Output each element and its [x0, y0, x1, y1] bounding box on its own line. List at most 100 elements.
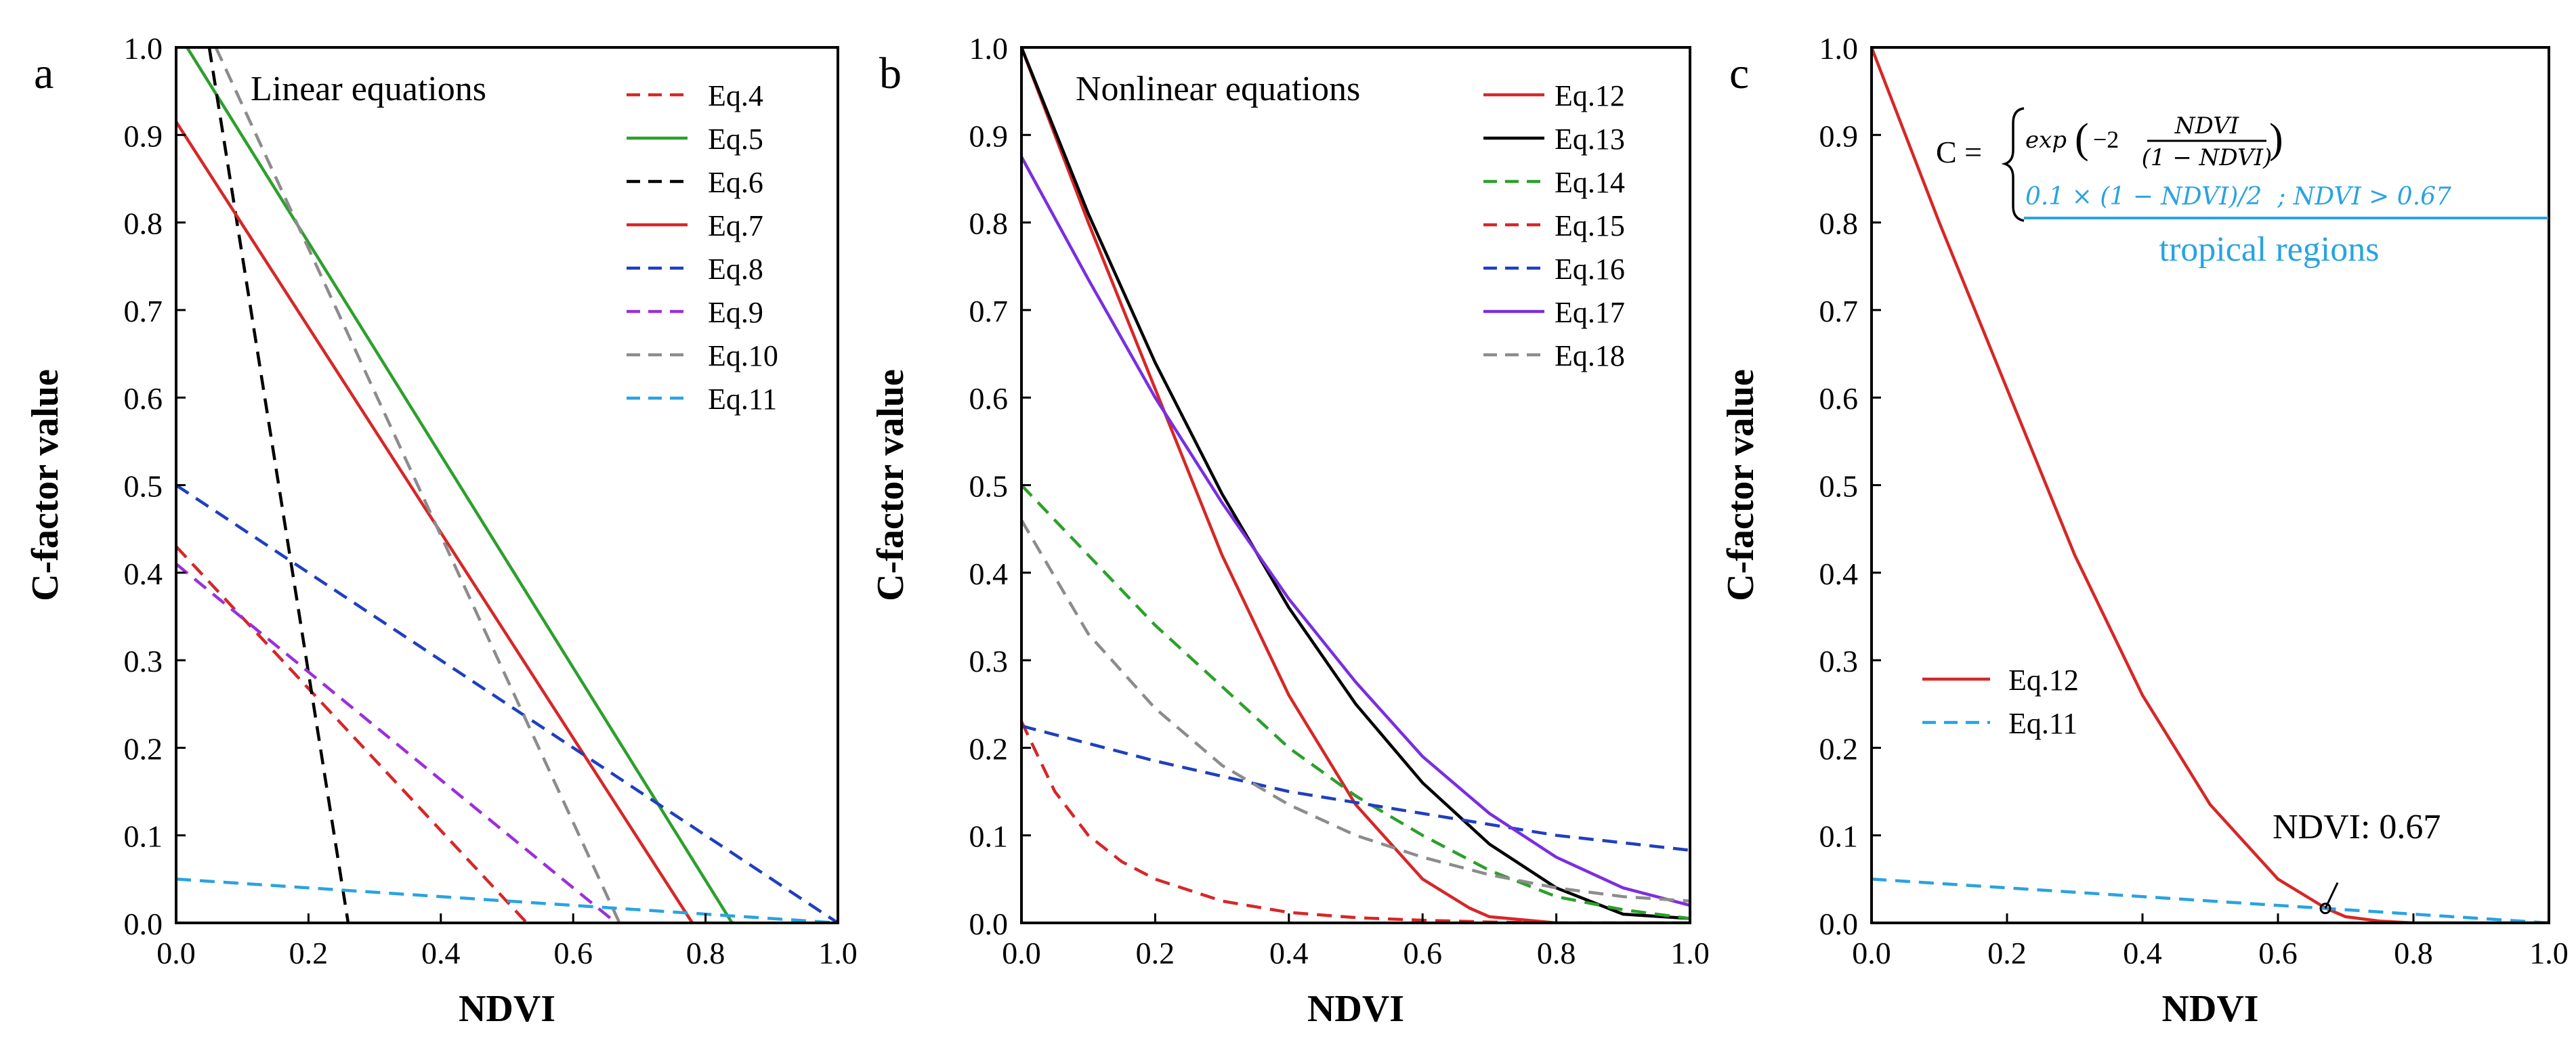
series-line-eq18: [1021, 519, 1690, 903]
panel-a: 0.0 0.1 0.2 0.3 0.4 0.5 0.6 0.7 0.8 0.9 1.0 0.0 0.2 0…: [24, 31, 858, 1030]
y-tick-label: 0.0: [1819, 907, 1859, 941]
panel-c: 0.0 0.1 0.2 0.3 0.4 0.5 0.6 0.7 0.8 0.9 1.0 0.0 0.2 0…: [1720, 31, 2569, 1030]
legend-label: Eq.10: [708, 339, 778, 372]
legend-label: Eq.17: [1555, 296, 1625, 329]
legend-label: Eq.15: [1555, 209, 1625, 242]
panel-letter: b: [879, 49, 902, 98]
y-tick-label: 1.0: [1819, 31, 1859, 66]
legend-label: Eq.4: [708, 79, 763, 112]
series-line-eq11: [176, 878, 838, 923]
x-tick-label: 0.6: [2258, 936, 2298, 970]
y-tick-label: 0.3: [1819, 644, 1859, 678]
y-tick-label: 0.9: [1819, 118, 1859, 153]
legend: Eq.12 Eq.13 Eq.14 Eq.15 Eq.16 Eq.17 Eq.18: [1483, 79, 1625, 372]
x-tick-label: 0.8: [1537, 936, 1576, 970]
y-tick-label: 1.0: [969, 31, 1009, 66]
y-axis-label: C-factor value: [24, 369, 66, 601]
formula-upper-paren-close: ): [2269, 116, 2283, 162]
formula-upper-den: (1 − NDVI): [2142, 144, 2273, 171]
y-tick-label: 0.2: [969, 731, 1009, 766]
y-tick-label: 0.3: [969, 644, 1009, 678]
x-tick-label: 0.4: [2123, 936, 2162, 970]
y-tick-label: 0.1: [1819, 819, 1859, 854]
plot-area: [1872, 47, 2549, 923]
legend-label: Eq.6: [708, 166, 763, 199]
legend-label: Eq.12: [1555, 79, 1625, 112]
legend-label: Eq.12: [2008, 664, 2079, 697]
y-tick-label: 0.3: [124, 644, 163, 678]
intersection-annotation: NDVI: 0.67: [2273, 808, 2441, 915]
x-axis-label: NDVI: [2161, 988, 2258, 1030]
y-tick-label: 0.7: [969, 294, 1009, 328]
series-line-eq15: [1021, 720, 1690, 923]
legend-label: Eq.13: [1555, 123, 1625, 156]
panel-a-title: Linear equations: [251, 70, 486, 108]
y-tick-label: 0.8: [969, 207, 1009, 241]
y-tick-label: 0.4: [124, 557, 163, 591]
y-tick-label: 0.2: [124, 731, 163, 766]
y-tick-label: 0.7: [1819, 294, 1859, 328]
legend: Eq.4 Eq.5 Eq.6 Eq.7 Eq.8 Eq.9 Eq.10 Eq.11: [627, 79, 778, 416]
formula-upper-num: NDVI: [2174, 112, 2239, 139]
panel-b: 0.0 0.1 0.2 0.3 0.4 0.5 0.6 0.7 0.8 0.9 1.0 0.0 0.2 0…: [870, 31, 1710, 1030]
y-tick-label: 0.0: [969, 907, 1009, 941]
y-tick-label: 0.1: [969, 819, 1009, 854]
formula-annotation: C = exp ( −2 NDVI (1 − NDVI) ) 0.1 × (1 …: [1936, 107, 2548, 269]
legend-label: Eq.8: [708, 253, 763, 286]
series-line-eq5: [185, 47, 734, 923]
x-axis-label: NDVI: [1307, 988, 1404, 1030]
series-line-eq12: [1021, 47, 1690, 923]
series-line-eq8: [176, 483, 838, 923]
x-axis-label: NDVI: [459, 988, 555, 1030]
plot-area: [176, 47, 838, 923]
intersection-point: [2319, 903, 2331, 915]
x-tick-label: 0.4: [1269, 936, 1309, 970]
formula-upper-paren-open: (: [2075, 116, 2089, 162]
x-tick-label: 0.0: [156, 936, 196, 970]
legend-label: Eq.16: [1555, 253, 1625, 286]
intersection-label: NDVI: 0.67: [2273, 808, 2441, 846]
x-tick-label: 1.0: [818, 936, 858, 970]
series-line-eq4: [176, 545, 528, 923]
y-tick-label: 0.0: [124, 907, 163, 941]
x-tick-label: 0.2: [289, 936, 329, 970]
legend-label: Eq.14: [1555, 166, 1625, 199]
series-line-eq6: [207, 47, 350, 923]
y-tick-label: 1.0: [124, 31, 163, 66]
series-line-eq17: [1021, 156, 1690, 907]
legend-label: Eq.9: [708, 296, 763, 329]
y-tick-label: 0.9: [969, 118, 1009, 153]
x-tick-label: 1.0: [1670, 936, 1710, 970]
legend: Eq.12 Eq.11: [1922, 664, 2079, 740]
y-tick-label: 0.5: [124, 469, 163, 504]
series-line-eq13: [1021, 47, 1690, 920]
y-tick-label: 0.7: [124, 294, 163, 328]
y-axis-label: C-factor value: [1720, 369, 1762, 601]
y-axis-label: C-factor value: [870, 369, 912, 601]
series-line-eq14: [1021, 483, 1690, 920]
legend-label: Eq.11: [2008, 707, 2077, 740]
legend-label: Eq.11: [708, 383, 777, 416]
formula-upper-coef: −2: [2093, 126, 2119, 153]
panel-b-title: Nonlinear equations: [1076, 70, 1360, 108]
series-line-eq16: [1021, 724, 1690, 852]
y-tick-label: 0.9: [124, 118, 163, 153]
legend-label: Eq.7: [708, 209, 763, 242]
x-tick-label: 0.0: [1002, 936, 1041, 970]
panel-letter: c: [1729, 49, 1749, 98]
y-tick-label: 0.6: [124, 381, 163, 416]
series-line-eq12: [1872, 47, 2549, 923]
series-line-eq11: [1872, 878, 2549, 923]
series-line-eq10: [214, 47, 621, 923]
y-tick-label: 0.8: [124, 207, 163, 241]
y-tick-label: 0.6: [969, 381, 1009, 416]
legend-label: Eq.5: [708, 123, 763, 156]
formula-upper-prefix: exp: [2025, 127, 2067, 154]
y-tick-label: 0.1: [124, 819, 163, 854]
x-tick-label: 1.0: [2529, 936, 2569, 970]
y-tick-label: 0.5: [969, 469, 1009, 504]
y-tick-label: 0.4: [1819, 557, 1859, 591]
x-tick-label: 0.8: [2394, 936, 2433, 970]
formula-lower-note: tropical regions: [2159, 230, 2380, 269]
